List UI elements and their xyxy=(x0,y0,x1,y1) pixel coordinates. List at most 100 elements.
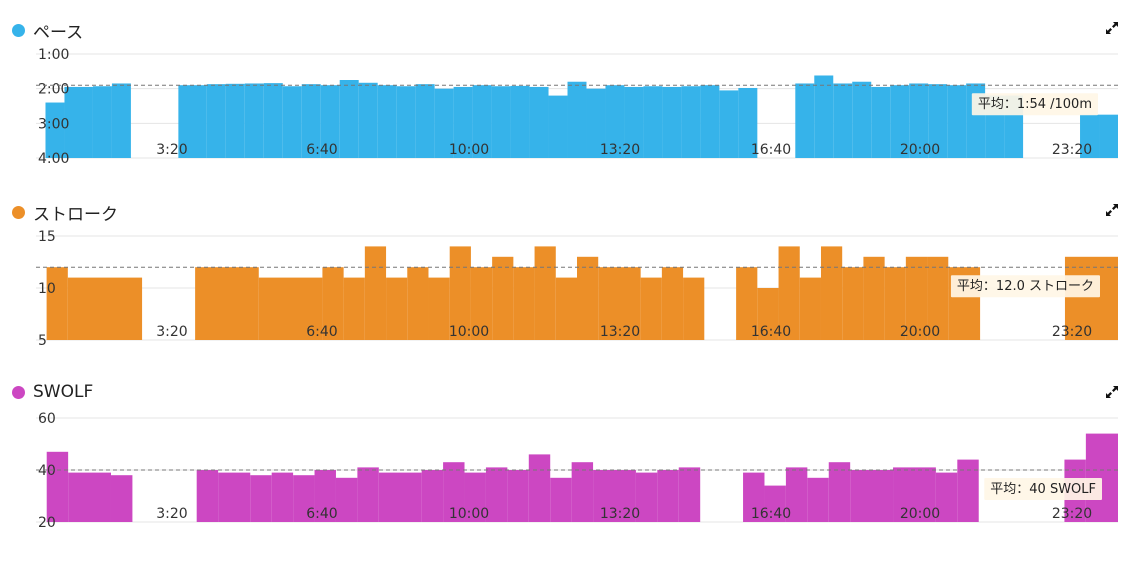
x-tick-label: 23:20 xyxy=(1052,506,1092,522)
bar-segment xyxy=(743,472,765,522)
bar-segment xyxy=(301,84,321,158)
x-tick-label: 3:20 xyxy=(156,324,187,340)
bar-segment xyxy=(1085,433,1118,522)
y-tick-label: 15 xyxy=(38,229,56,245)
chart-panel: ストローク 15 10 5 3:20 6:40 10:00 13:20 16:40 20:00 23… xyxy=(0,186,1138,368)
bar-segment xyxy=(947,85,967,158)
bar-segment xyxy=(1064,256,1118,340)
x-tick-label: 20:00 xyxy=(900,142,940,158)
bar-segment xyxy=(396,86,416,158)
bar-segment xyxy=(293,475,315,522)
bar-segment xyxy=(700,85,720,158)
x-tick-label: 10:00 xyxy=(449,506,489,522)
chart-panel: ペース 1:00 2:00 3:00 4:00 3:20 6:40 10:00 13:20 16:… xyxy=(0,4,1138,186)
bar-segment xyxy=(640,277,662,340)
bar-segment xyxy=(472,85,492,158)
chart-plot: 60 40 20 3:20 6:40 10:00 13:20 16:40 20:00 23:20 平… xyxy=(36,411,1118,531)
bar-segment xyxy=(719,90,739,158)
bar-segment xyxy=(92,86,112,158)
y-tick-label: 4:00 xyxy=(38,151,69,167)
bar-segment xyxy=(434,88,454,158)
x-tick-label: 20:00 xyxy=(900,324,940,340)
bar-segment xyxy=(550,477,572,522)
expand-icon[interactable] xyxy=(1104,384,1120,400)
bar-segment xyxy=(662,86,682,158)
x-tick-label: 23:20 xyxy=(1052,142,1092,158)
panel-title: SWOLF xyxy=(33,382,94,402)
bar-segment xyxy=(218,472,251,522)
bar-segment xyxy=(635,472,658,522)
bar-segment xyxy=(678,467,701,522)
bar-segment xyxy=(957,459,979,522)
x-tick-label: 16:40 xyxy=(751,324,791,340)
bar-segment xyxy=(643,86,663,158)
y-tick-label: 40 xyxy=(38,463,56,479)
bar-segment xyxy=(470,267,493,340)
series-color-dot xyxy=(12,385,25,399)
panel-title: ストローク xyxy=(33,205,118,225)
legend-entry: ペース xyxy=(12,18,83,43)
x-tick-label: 3:20 xyxy=(156,142,187,158)
bar-segment xyxy=(884,267,906,340)
bar-segment xyxy=(378,472,422,522)
bar-segment xyxy=(905,256,928,340)
bar-segment xyxy=(510,85,530,158)
bar-segment xyxy=(567,81,587,158)
bar-segment xyxy=(282,86,302,158)
x-tick-label: 10:00 xyxy=(449,324,489,340)
bar-segment xyxy=(852,81,872,158)
y-tick-label: 5 xyxy=(38,333,47,349)
bar-segment xyxy=(443,462,465,522)
x-tick-label: 20:00 xyxy=(900,506,940,522)
x-tick-label: 6:40 xyxy=(306,142,337,158)
bar-segment xyxy=(335,477,358,522)
bar-segment xyxy=(320,85,340,158)
chart-plot: 1:00 2:00 3:00 4:00 3:20 6:40 10:00 13:20 16:40 2… xyxy=(36,47,1118,167)
bar-segment xyxy=(548,95,568,158)
bar-segment xyxy=(110,475,133,522)
bar-segment xyxy=(263,83,283,158)
panel-title: ペース xyxy=(33,23,84,43)
y-tick-label: 1:00 xyxy=(38,47,69,63)
bar-segment xyxy=(577,256,599,340)
bar-segment xyxy=(449,246,471,340)
bar-segment xyxy=(935,472,958,522)
bar-segment xyxy=(357,467,379,522)
x-tick-label: 16:40 xyxy=(751,142,791,158)
chart-panel: SWOLF 60 40 20 3:20 6:40 10:00 13:20 16:40 20:00 2… xyxy=(0,368,1138,550)
bar-segment xyxy=(871,86,891,158)
y-tick-label: 10 xyxy=(38,281,56,297)
x-tick-label: 6:40 xyxy=(306,506,337,522)
bar-segment xyxy=(68,472,111,522)
expand-icon[interactable] xyxy=(1104,20,1120,36)
bar-segment xyxy=(624,86,644,158)
bar-segment xyxy=(271,472,294,522)
bar-segment xyxy=(386,277,408,340)
bar-segment xyxy=(927,256,949,340)
bar-segment xyxy=(909,83,929,158)
bar-segment xyxy=(681,86,701,158)
bar-segment xyxy=(683,277,705,340)
bar-segment xyxy=(529,86,549,158)
x-tick-label: 13:20 xyxy=(600,506,640,522)
y-tick-label: 20 xyxy=(38,515,56,531)
bar-segment xyxy=(1080,114,1100,158)
bar-segment xyxy=(178,85,207,158)
bar-segment xyxy=(364,246,387,340)
bar-segment xyxy=(196,470,219,522)
bar-segment xyxy=(736,267,758,340)
bar-segment xyxy=(890,85,910,158)
series-color-dot xyxy=(12,206,25,219)
bar-segment xyxy=(814,75,834,158)
bar-segment xyxy=(738,87,758,158)
x-tick-label: 23:20 xyxy=(1052,324,1092,340)
bar-segment xyxy=(842,267,864,340)
y-tick-label: 3:00 xyxy=(38,116,69,132)
legend-entry: ストローク xyxy=(12,200,118,225)
legend-entry: SWOLF xyxy=(12,382,93,402)
bar-segment xyxy=(893,467,936,522)
expand-icon[interactable] xyxy=(1104,202,1120,218)
bar-segment xyxy=(593,470,636,522)
bar-segment xyxy=(46,267,68,340)
bar-segment xyxy=(258,277,323,340)
